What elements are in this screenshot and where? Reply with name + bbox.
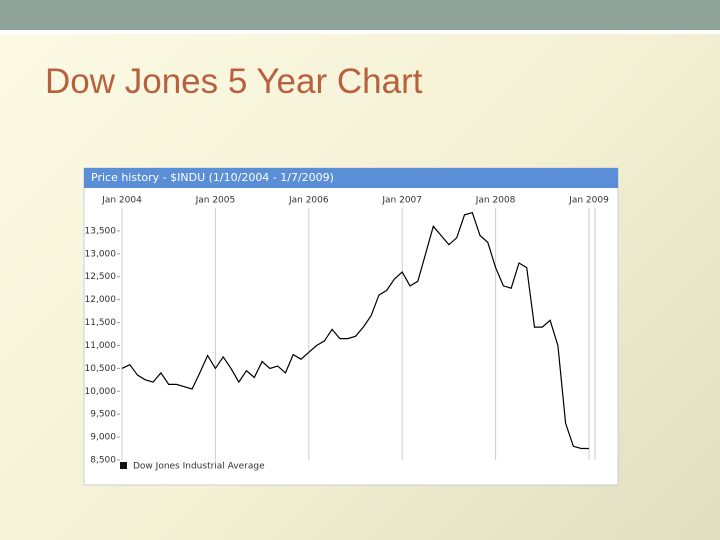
y-tick-label: 13,000 — [85, 249, 117, 259]
y-tick-label: 9,500 — [90, 410, 116, 420]
top-band — [0, 0, 720, 34]
x-tick-label: Jan 2005 — [195, 196, 236, 206]
y-tick-label: 8,500 — [90, 456, 116, 466]
y-tick-label: 11,500 — [85, 318, 117, 328]
legend-label: Dow Jones Industrial Average — [133, 462, 265, 472]
x-tick-label: Jan 2004 — [101, 196, 142, 206]
y-tick-label: 10,500 — [85, 364, 117, 374]
y-tick-label: 12,000 — [85, 295, 117, 305]
chart-header — [84, 168, 618, 188]
y-tick-label: 11,000 — [85, 341, 117, 351]
y-tick-label: 13,500 — [85, 226, 117, 236]
data-line — [121, 211, 589, 450]
chart-frame — [83, 167, 619, 486]
chart-title: Price history - $INDU (1/10/2004 - 1/7/2… — [91, 171, 334, 184]
y-tick-label: 10,000 — [85, 387, 117, 397]
x-tick-label: Jan 2008 — [475, 196, 516, 206]
slide-title: Dow Jones 5 Year Chart — [45, 62, 423, 101]
y-tick-label: 12,500 — [85, 272, 117, 282]
legend-swatch — [120, 462, 127, 469]
x-tick-label: Jan 2009 — [568, 196, 609, 206]
x-tick-label: Jan 2007 — [381, 196, 422, 206]
y-tick-label: 9,000 — [90, 433, 116, 443]
x-tick-label: Jan 2006 — [288, 196, 329, 206]
